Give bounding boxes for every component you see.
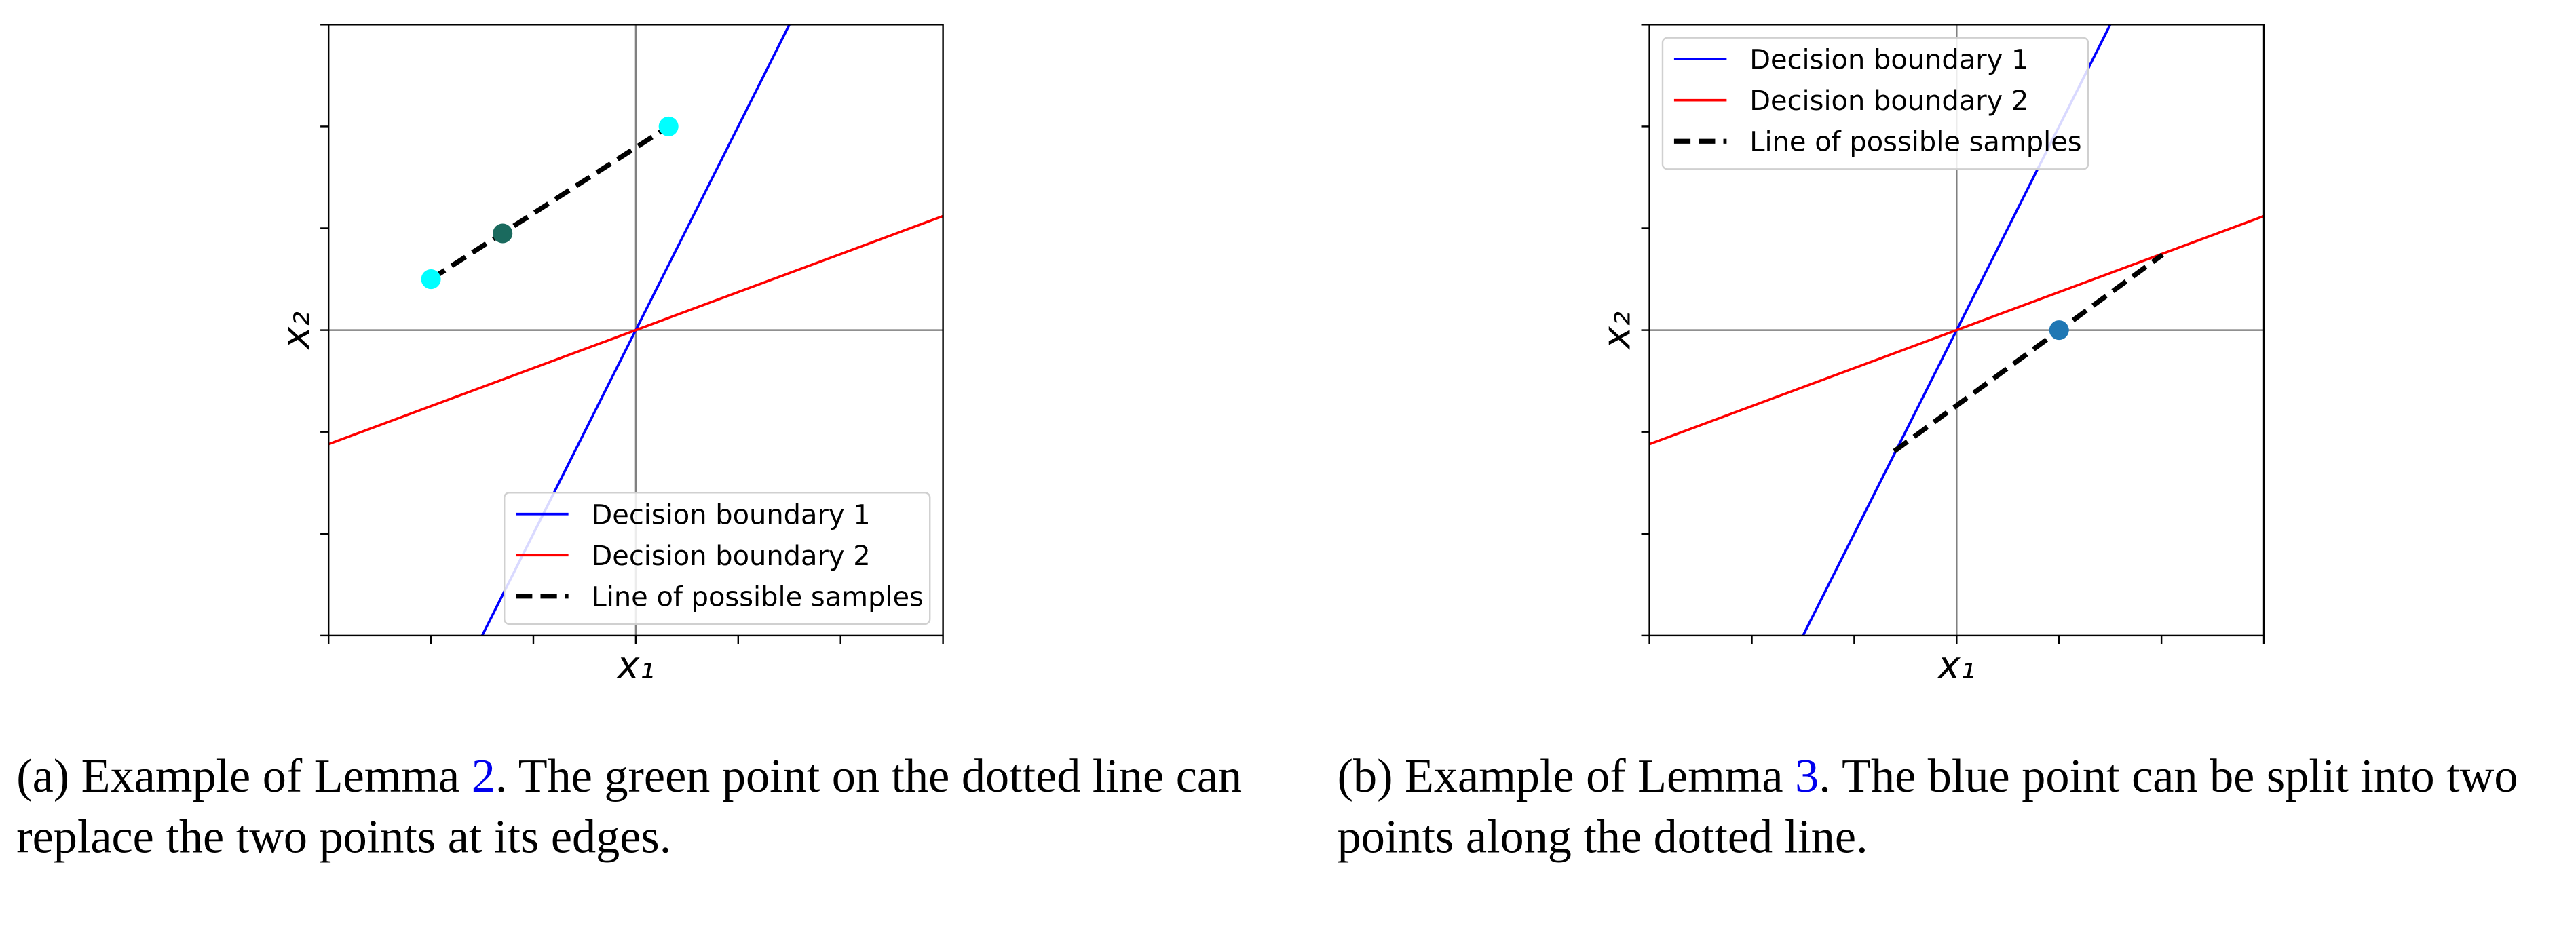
legend-label: Decision boundary 1 bbox=[592, 499, 871, 530]
caption-text: (b) Example of Lemma bbox=[1337, 750, 1796, 803]
series-line bbox=[1893, 252, 2164, 454]
y-axis-label: x₂ bbox=[274, 311, 318, 350]
point bbox=[421, 269, 441, 290]
caption-b: (b) Example of Lemma 3. The blue point c… bbox=[1338, 748, 2562, 869]
legend-box bbox=[1661, 37, 2089, 170]
axes-frame bbox=[327, 24, 944, 637]
legend-label: Decision boundary 2 bbox=[592, 541, 871, 572]
point bbox=[2049, 320, 2069, 341]
series-line bbox=[328, 214, 943, 446]
chart: x₁ x₂ Decision boundary 1 Decision boundary… bbox=[1595, 24, 2265, 688]
caption-text: . The blue point can be split into two p… bbox=[1337, 750, 2518, 864]
legend-label: Line of possible samples bbox=[592, 581, 924, 613]
caption-text: (a) Example of Lemma bbox=[16, 750, 472, 803]
x-axis-label: x₁ bbox=[615, 644, 654, 688]
legend-label: Line of possible samples bbox=[1749, 127, 2081, 158]
lemma-ref[interactable]: 2 bbox=[471, 750, 495, 803]
series-line bbox=[430, 124, 670, 282]
y-axis-label: x₂ bbox=[1595, 311, 1640, 350]
axes-frame bbox=[1648, 24, 2265, 637]
caption-a: (a) Example of Lemma 2. The green point … bbox=[16, 748, 1265, 869]
point bbox=[493, 223, 513, 244]
x-axis-label: x₁ bbox=[1937, 644, 1975, 688]
legend-label: Decision boundary 1 bbox=[1749, 45, 2028, 76]
lemma-ref[interactable]: 3 bbox=[1795, 750, 1819, 803]
chart: x₁ x₂ Decision boundary 1 Decision boundary… bbox=[274, 24, 944, 688]
point bbox=[658, 116, 679, 136]
legend-box bbox=[504, 492, 931, 625]
legend-label: Decision boundary 2 bbox=[1749, 85, 2028, 117]
caption-text: . The green point on the dotted line can… bbox=[16, 750, 1243, 864]
